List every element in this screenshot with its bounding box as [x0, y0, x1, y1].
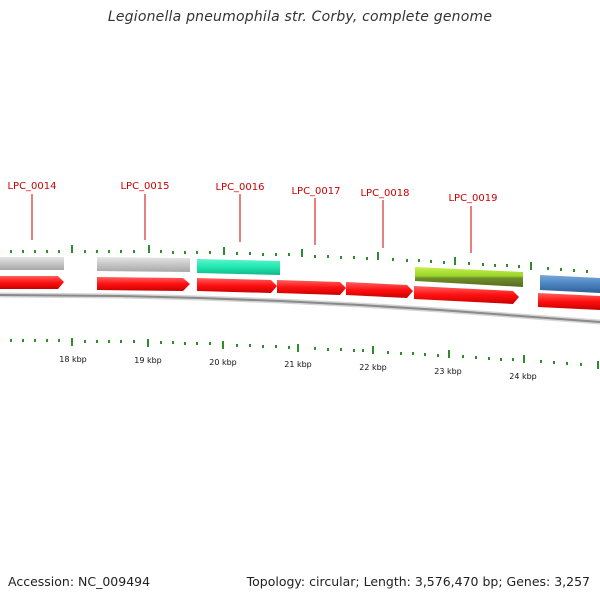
scale-label: 24 kbp [509, 372, 537, 381]
upper-tick-row [10, 245, 588, 273]
scale-label: 20 kbp [209, 358, 237, 367]
cds-arrow[interactable] [97, 277, 190, 291]
summary-text: Topology: circular; Length: 3,576,470 bp… [246, 574, 590, 589]
scale-label: 18 kbp [59, 355, 87, 364]
gene-label[interactable]: LPC_0018 [360, 188, 409, 199]
cds-arrow[interactable] [277, 280, 346, 295]
scale-label: 21 kbp [284, 360, 312, 369]
gene-block[interactable] [415, 267, 523, 287]
scale-label: 23 kbp [434, 367, 462, 376]
gene-label[interactable]: LPC_0019 [448, 193, 497, 204]
cds-arrow[interactable] [414, 286, 519, 304]
gene-label[interactable]: LPC_0016 [215, 182, 264, 193]
gene-label[interactable]: LPC_0014 [7, 181, 56, 192]
cds-arrow[interactable] [346, 282, 413, 298]
cds-arrow[interactable] [197, 278, 277, 293]
lower-tick-row [10, 338, 599, 369]
scale-label: 22 kbp [359, 363, 387, 372]
gene-track [0, 257, 600, 293]
cds-track [0, 276, 600, 310]
map-title: Legionella pneumophila str. Corby, compl… [107, 9, 493, 25]
scale-label: 19 kbp [134, 356, 162, 365]
gene-label[interactable]: LPC_0015 [120, 181, 169, 192]
label-leaders [31, 194, 472, 253]
gene-block[interactable] [97, 257, 190, 272]
gene-labels: LPC_0014 LPC_0015 LPC_0016 LPC_0017 LPC_… [7, 181, 497, 204]
backbone-line-core [0, 294, 600, 323]
cds-arrow[interactable] [0, 276, 64, 289]
cds-arrow[interactable] [538, 293, 600, 310]
gene-label[interactable]: LPC_0017 [291, 186, 340, 197]
gene-block[interactable] [0, 257, 64, 270]
accession-text: Accession: NC_009494 [8, 574, 151, 589]
scale-labels: 18 kbp 19 kbp 20 kbp 21 kbp 22 kbp 23 kb… [59, 355, 537, 381]
gene-block[interactable] [540, 275, 600, 293]
gene-block[interactable] [197, 259, 280, 275]
